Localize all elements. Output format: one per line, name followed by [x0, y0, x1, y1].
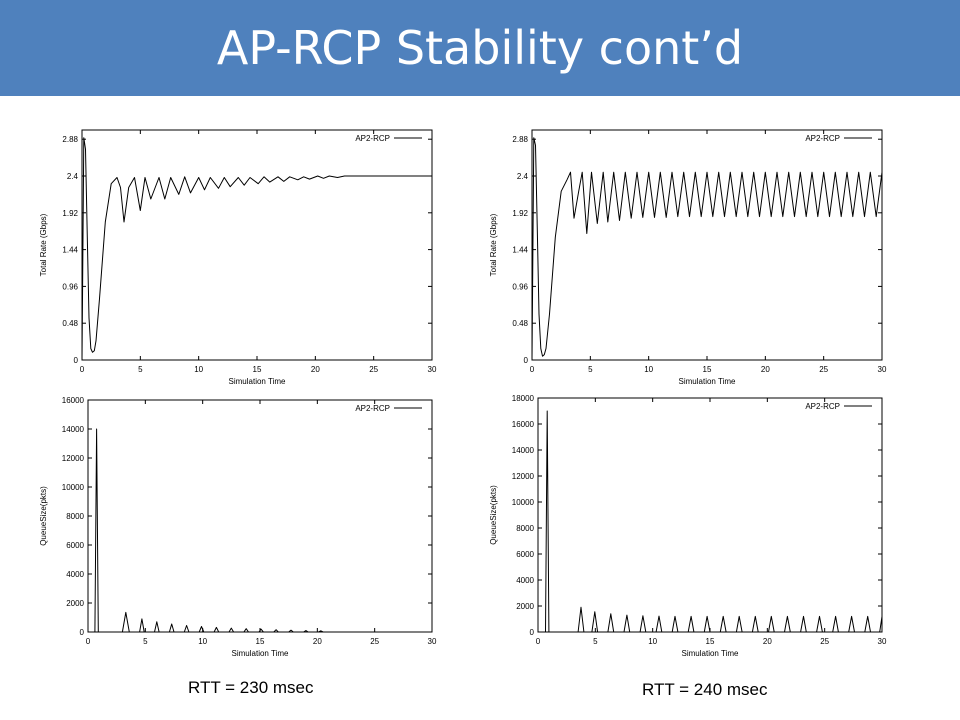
x-tick-label: 25	[820, 637, 829, 646]
y-tick-label: 12000	[512, 472, 535, 481]
x-tick-label: 5	[593, 637, 598, 646]
chart-total-rate-rtt230: 0 5 10 15 20 25 30 0 0.48 0.96 1.44 1.92 2.4 2.88 Simu…	[39, 129, 437, 386]
x-axis-label: Simulation Time	[232, 649, 289, 658]
y-tick-label: 6000	[66, 541, 84, 550]
y-tick-label: 14000	[62, 425, 85, 434]
x-tick-label: 15	[256, 637, 265, 646]
y-tick-label: 0	[524, 356, 529, 365]
plot-frame	[537, 397, 883, 633]
y-tick-label: 12000	[62, 454, 85, 463]
y-tick-label: 6000	[516, 550, 534, 559]
y-tick-label: 1.44	[62, 246, 78, 255]
legend-label: AP2-RCP	[355, 134, 390, 143]
y-tick-label: 14000	[512, 446, 535, 455]
x-tick-label: 10	[198, 637, 207, 646]
y-tick-label: 2.88	[62, 135, 78, 144]
series-line-0	[88, 428, 432, 633]
x-tick-label: 15	[253, 365, 262, 374]
y-tick-label: 1.44	[512, 246, 528, 255]
x-tick-label: 30	[428, 365, 437, 374]
y-tick-label: 0	[530, 628, 535, 637]
x-tick-label: 0	[530, 365, 535, 374]
x-axis-label: Simulation Time	[679, 377, 736, 386]
x-tick-label: 5	[143, 637, 148, 646]
caption-rtt-230: RTT = 230 msec	[188, 678, 314, 697]
slide-title: AP-RCP Stability cont’d	[216, 21, 744, 75]
x-tick-label: 0	[536, 637, 541, 646]
y-axis-label: QueueSize(pkts)	[489, 485, 498, 545]
y-axis-label: Total Rate (Gbps)	[489, 213, 498, 276]
x-tick-label: 15	[703, 365, 712, 374]
x-axis-label: Simulation Time	[682, 649, 739, 658]
x-tick-label: 30	[878, 637, 887, 646]
y-tick-label: 18000	[512, 394, 535, 403]
y-tick-label: 0.48	[512, 319, 528, 328]
y-tick-label: 1.92	[512, 209, 528, 218]
y-tick-label: 10000	[512, 498, 535, 507]
x-tick-label: 5	[138, 365, 143, 374]
x-tick-label: 30	[428, 637, 437, 646]
y-axis-label: Total Rate (Gbps)	[39, 213, 48, 276]
chart-total-rate-rtt240: 0 5 10 15 20 25 30 0 0.48 0.96 1.44 1.92 2.4 2.88 Simu…	[489, 129, 887, 386]
y-tick-label: 2.88	[512, 135, 528, 144]
y-tick-label: 2.4	[67, 172, 79, 181]
x-tick-label: 25	[819, 365, 828, 374]
legend-label: AP2-RCP	[355, 404, 390, 413]
x-tick-label: 10	[648, 637, 657, 646]
x-axis-label: Simulation Time	[229, 377, 286, 386]
x-tick-label: 0	[80, 365, 85, 374]
y-tick-label: 8000	[66, 512, 84, 521]
y-tick-label: 2000	[66, 599, 84, 608]
plot-frame	[531, 129, 883, 361]
y-tick-label: 16000	[512, 420, 535, 429]
y-tick-label: 1.92	[62, 209, 78, 218]
y-tick-label: 16000	[62, 396, 85, 405]
chart-queue-size-rtt240: 0 5 10 15 20 25 30 0 2000 4000 6000 8000 10000 12000 1…	[489, 394, 887, 658]
y-tick-label: 4000	[516, 576, 534, 585]
x-tick-label: 15	[706, 637, 715, 646]
y-axis-label: QueueSize(pkts)	[39, 486, 48, 546]
y-tick-label: 8000	[516, 524, 534, 533]
legend-label: AP2-RCP	[805, 134, 840, 143]
x-tick-label: 20	[311, 365, 320, 374]
y-tick-label: 0.96	[62, 282, 78, 291]
plot-frame	[81, 129, 433, 361]
x-tick-label: 20	[313, 637, 322, 646]
caption-rtt-240: RTT = 240 msec	[642, 680, 768, 699]
x-tick-label: 20	[763, 637, 772, 646]
legend-label: AP2-RCP	[805, 402, 840, 411]
x-tick-label: 10	[194, 365, 203, 374]
x-tick-label: 5	[588, 365, 593, 374]
x-tick-label: 20	[761, 365, 770, 374]
y-tick-label: 10000	[62, 483, 85, 492]
y-tick-label: 2.4	[517, 172, 529, 181]
series-line-0	[81, 137, 432, 361]
series-line-0	[531, 137, 883, 361]
chart-queue-size-rtt230: 0 5 10 15 20 25 30 0 2000 4000 6000 8000 10000 12000 1…	[39, 396, 437, 658]
y-tick-label: 0.96	[512, 282, 528, 291]
x-tick-label: 25	[370, 637, 379, 646]
title-bar: AP-RCP Stability cont’d	[0, 0, 960, 96]
y-tick-label: 0	[80, 628, 85, 637]
x-tick-label: 30	[878, 365, 887, 374]
x-tick-label: 0	[86, 637, 91, 646]
plot-frame	[87, 399, 433, 633]
series-line-0	[538, 410, 883, 633]
y-tick-label: 4000	[66, 570, 84, 579]
y-tick-label: 2000	[516, 602, 534, 611]
y-tick-label: 0.48	[62, 319, 78, 328]
x-tick-label: 25	[369, 365, 378, 374]
x-tick-label: 10	[644, 365, 653, 374]
y-tick-label: 0	[74, 356, 79, 365]
